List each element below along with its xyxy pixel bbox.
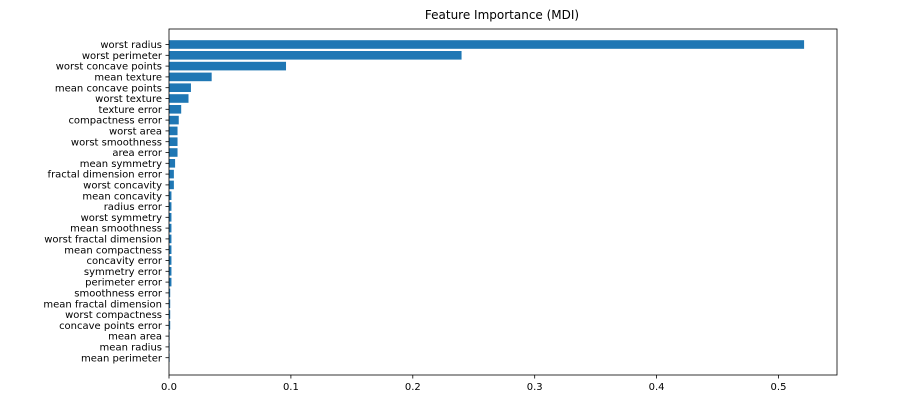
- y-tick-label: compactness error: [68, 116, 162, 127]
- bar-worst-compactness: [169, 310, 171, 319]
- y-tick-label: mean concave points: [55, 83, 162, 94]
- y-tick-label: smoothness error: [74, 289, 163, 300]
- bar-smoothness-error: [169, 288, 171, 298]
- x-tick-label: 0.2: [405, 382, 421, 393]
- bar-worst-perimeter: [169, 51, 462, 60]
- bar-area-error: [169, 148, 178, 157]
- bar-concave-points-error: [169, 321, 171, 330]
- bar-texture-error: [169, 105, 182, 114]
- y-tick-label: worst perimeter: [82, 51, 163, 62]
- bar-compactness-error: [169, 115, 179, 125]
- y-tick-label: texture error: [98, 105, 162, 116]
- bar-concavity-error: [169, 256, 172, 265]
- y-tick-label: worst fractal dimension: [44, 235, 162, 246]
- y-tick-label: mean smoothness: [70, 224, 162, 235]
- bar-radius-error: [169, 202, 172, 211]
- bar-symmetry-error: [169, 267, 172, 276]
- y-tick-label: fractal dimension error: [48, 170, 163, 181]
- y-tick-label: mean texture: [94, 73, 162, 84]
- x-axis-ticks: 0.0 0.1 0.2 0.3 0.4 0.5: [161, 375, 786, 393]
- y-tick-label: mean concavity: [82, 191, 162, 202]
- y-tick-label: area error: [112, 148, 163, 159]
- bar-worst-area: [169, 126, 178, 136]
- y-tick-label: mean perimeter: [81, 353, 163, 364]
- bar-perimeter-error: [169, 277, 172, 287]
- bar-worst-fractal-dimension: [169, 234, 172, 244]
- chart-title: Feature Importance (MDI): [425, 8, 579, 22]
- x-tick-label: 0.1: [283, 382, 299, 393]
- y-tick-label: worst radius: [100, 40, 162, 51]
- bar-mean-concavity: [169, 191, 172, 200]
- y-tick-label: concave points error: [59, 321, 163, 332]
- bar-mean-fractal-dimension: [169, 299, 171, 308]
- y-tick-label: worst area: [109, 127, 162, 138]
- bar-worst-texture: [169, 94, 189, 103]
- y-tick-label: concavity error: [86, 256, 162, 267]
- x-tick-label: 0.4: [649, 382, 665, 393]
- bar-worst-smoothness: [169, 137, 178, 146]
- bar-worst-symmetry: [169, 213, 172, 222]
- bar-mean-smoothness: [169, 223, 172, 233]
- bar-worst-concave-points: [169, 61, 287, 71]
- y-tick-label: worst concave points: [56, 62, 162, 73]
- x-tick-label: 0.3: [527, 382, 543, 393]
- bar-worst-concavity: [169, 180, 174, 190]
- y-tick-label: worst texture: [95, 94, 162, 105]
- x-tick-label: 0.5: [771, 382, 787, 393]
- y-tick-label: worst symmetry: [81, 213, 163, 224]
- y-tick-label: radius error: [104, 202, 163, 213]
- bar-mean-concave-points: [169, 83, 191, 92]
- bar-mean-compactness: [169, 245, 172, 254]
- y-tick-label: worst smoothness: [71, 137, 162, 148]
- y-tick-label: mean compactness: [64, 245, 162, 256]
- bar-mean-texture: [169, 72, 212, 82]
- bar-mean-symmetry: [169, 159, 176, 168]
- y-tick-label: worst concavity: [83, 181, 162, 192]
- axes-frame: [168, 28, 838, 376]
- x-tick-label: 0.0: [161, 382, 177, 393]
- y-tick-label: mean fractal dimension: [43, 299, 162, 310]
- y-tick-label: mean radius: [100, 343, 162, 354]
- y-tick-label: mean symmetry: [80, 159, 162, 170]
- bar-fractal-dimension-error: [169, 169, 174, 179]
- y-tick-label: symmetry error: [84, 267, 163, 278]
- y-tick-label: perimeter error: [85, 278, 163, 289]
- bars-group: [169, 40, 805, 362]
- y-tick-label: worst compactness: [65, 310, 162, 321]
- bar-worst-radius: [169, 40, 805, 49]
- y-tick-label: mean area: [108, 332, 162, 343]
